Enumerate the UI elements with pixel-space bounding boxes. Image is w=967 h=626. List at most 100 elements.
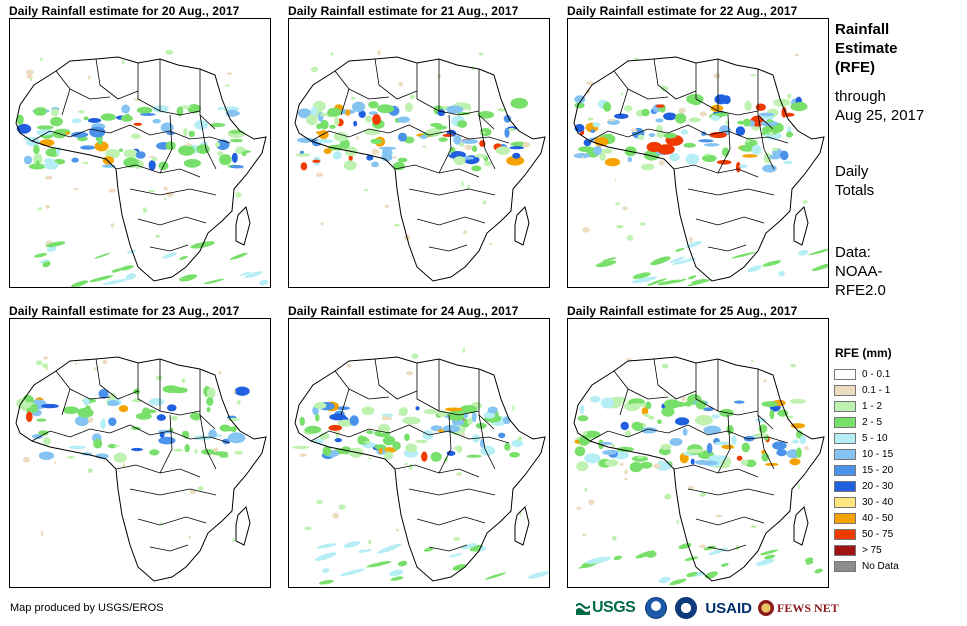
legend-label: 30 - 40 [862,496,894,508]
rainfall-cell [148,155,155,158]
africa-map-svg [15,356,267,582]
africa-map-svg [573,356,825,586]
rainfall-cell [405,443,418,453]
rainfall-cell [474,154,488,158]
rainfall-cell [489,242,493,246]
country-border [199,414,217,470]
rainfall-cell [509,146,524,150]
rainfall-cell [299,453,307,457]
panel-title: Daily Rainfall estimate for 21 Aug., 201… [288,4,519,18]
rainfall-cell [358,110,366,118]
rainfall-cell [218,370,222,375]
legend-label: 15 - 20 [862,464,894,476]
rainfall-cell [43,356,49,360]
rainfall-cell [415,406,420,411]
rainfall-cell [755,103,766,111]
rainfall-cell [643,413,650,417]
rainfall-cell [742,154,758,158]
rainfall-cell [125,273,137,280]
rainfall-cell [613,555,622,561]
rainfall-cell [731,435,737,445]
rainfall-cell [471,145,478,152]
rainfall-cell [511,439,524,448]
legend-item: 15 - 20 [834,462,899,478]
rainfall-cell [16,123,32,134]
rainfall-cell [178,145,195,156]
rainfall-cell [669,152,680,162]
rainfall-cell [421,451,428,462]
country-border [69,88,111,100]
rainfall-cell [349,415,359,426]
legend-label: No Data [862,560,899,572]
rainfall-cell [352,101,366,113]
data-line: Data: [835,244,871,261]
rainfall-cell [53,130,67,139]
rainfall-cell [162,252,177,259]
rainfall-cell [631,276,658,284]
legend-swatch [834,544,856,556]
rainfall-cell [370,138,383,144]
usgs-wave-icon [576,603,590,615]
rainfall-cell [299,416,305,426]
legend-swatch [834,416,856,428]
rainfall-cell [611,443,615,448]
rainfall-cell [419,135,428,139]
rainfall-cell [528,571,549,579]
rainfall-cell [438,137,448,142]
rainfall-cell [98,389,109,399]
rainfall-cell [234,450,244,455]
rainfall-cell [36,129,54,136]
rainfall-cell [133,98,141,101]
rainfall-cell [206,397,214,406]
rainfall-cell [334,438,342,443]
rainfall-map [567,318,829,588]
rainfall-cell [766,119,774,123]
rainfall-cell [228,130,243,134]
rainfall-cell [148,160,156,171]
country-border [348,388,390,400]
rainfall-cell [33,144,40,155]
rainfall-cell [710,104,724,112]
rainfall-cell [122,462,126,469]
rainfall-cell [33,153,43,165]
rainfall-cell [787,93,792,99]
rainfall-cell [619,462,624,466]
rainfall-cell [378,448,383,454]
rainfall-cell [637,134,645,140]
rainfall-cell [222,106,240,112]
country-border [627,88,669,100]
country-border [478,114,496,170]
rainfall-cell [660,443,672,450]
rainfall-cell [322,568,330,573]
country-border [653,58,697,100]
rainfall-cell [658,160,665,166]
rainfall-cell [363,441,371,444]
rainfall-cell [26,407,32,413]
rainfall-cell [506,155,525,166]
rainfall-cell [397,413,401,416]
rainfall-cell [36,125,54,130]
country-border [95,358,139,400]
rainfall-cell [37,207,42,211]
country-border [428,244,468,252]
rainfall-cell [203,278,225,285]
rainfall-cell [359,437,370,445]
side-title-line: Estimate [835,40,898,57]
rainfall-cell [414,439,428,443]
rainfall-cell [674,247,685,252]
rainfall-cell [409,94,415,100]
rainfall-cell [189,412,201,421]
legend-label: 0.1 - 1 [862,384,891,396]
rainfall-cell [38,430,49,436]
rainfall-cell [184,444,190,453]
rainfall-cell [675,417,690,426]
rainfall-cell [636,456,644,459]
rainfall-cell [663,112,677,121]
rainfall-cell [663,399,681,409]
rainfall-cell [313,438,324,444]
rainfall-cell [45,175,53,180]
rainfall-cell [299,150,304,154]
rainfall-cell [762,164,777,173]
rainfall-cell [188,535,191,540]
rainfall-cell [108,417,117,426]
